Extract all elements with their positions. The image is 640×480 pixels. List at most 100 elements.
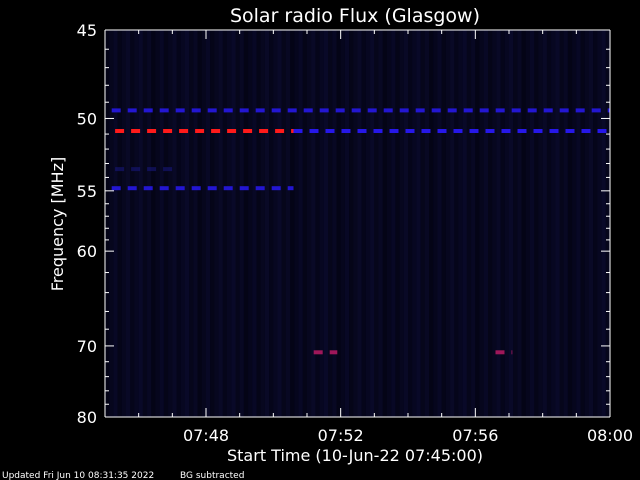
noise-column bbox=[210, 30, 215, 417]
band-segment bbox=[111, 108, 121, 113]
noise-column bbox=[572, 30, 577, 417]
noise-column bbox=[454, 30, 459, 417]
noise-column bbox=[475, 30, 480, 417]
noise-column bbox=[513, 30, 518, 417]
band-segment bbox=[581, 129, 591, 133]
band-segment bbox=[421, 129, 431, 133]
x-tick-label: 07:52 bbox=[318, 426, 364, 445]
band-segment bbox=[415, 108, 425, 113]
band-segment bbox=[319, 108, 329, 113]
noise-column bbox=[517, 30, 522, 417]
band-segment bbox=[559, 108, 569, 113]
band-segment bbox=[115, 129, 125, 133]
noise-column bbox=[319, 30, 324, 417]
noise-column bbox=[525, 30, 531, 417]
noise-column bbox=[483, 30, 489, 417]
noise-column bbox=[387, 30, 392, 417]
band-segment bbox=[211, 129, 221, 133]
noise-column bbox=[534, 30, 539, 417]
band-segment bbox=[325, 129, 335, 133]
noise-column bbox=[420, 30, 425, 417]
noise-column bbox=[429, 30, 434, 417]
noise-column bbox=[286, 30, 291, 417]
noise-column bbox=[382, 30, 388, 417]
band-segment bbox=[175, 108, 185, 113]
noise-column bbox=[424, 30, 430, 417]
band-segment bbox=[495, 350, 505, 355]
noise-column bbox=[391, 30, 396, 417]
noise-column bbox=[555, 30, 560, 417]
noise-column bbox=[403, 30, 409, 417]
band-segment bbox=[179, 129, 189, 133]
band-segment bbox=[335, 108, 345, 113]
footer-bg-subtracted: BG subtracted bbox=[180, 471, 244, 480]
noise-column bbox=[492, 30, 497, 417]
band-segment bbox=[131, 167, 141, 172]
band-segment bbox=[239, 186, 249, 191]
band-segment bbox=[147, 129, 157, 133]
noise-column bbox=[298, 30, 303, 417]
noise-column bbox=[256, 30, 261, 417]
band-segment bbox=[351, 108, 361, 113]
band-segment bbox=[207, 186, 217, 191]
band-segment bbox=[357, 129, 367, 133]
noise-column bbox=[399, 30, 404, 417]
noise-column bbox=[458, 30, 463, 417]
noise-column bbox=[462, 30, 467, 417]
noise-column bbox=[567, 30, 573, 417]
band-segment bbox=[223, 108, 233, 113]
noise-column bbox=[117, 30, 122, 417]
noise-column bbox=[479, 30, 484, 417]
band-segment bbox=[533, 129, 543, 133]
band-segment bbox=[527, 108, 537, 113]
noise-column bbox=[584, 30, 590, 417]
band-segment bbox=[607, 108, 610, 113]
noise-column bbox=[370, 30, 375, 417]
chart-title: Solar radio Flux (Glasgow) bbox=[230, 5, 480, 27]
noise-column bbox=[365, 30, 371, 417]
noise-column bbox=[264, 30, 270, 417]
band-segment bbox=[565, 129, 575, 133]
noise-column bbox=[193, 30, 198, 417]
noise-column bbox=[197, 30, 202, 417]
noise-column bbox=[433, 30, 438, 417]
x-axis-label: Start Time (10-Jun-22 07:45:00) bbox=[227, 446, 483, 465]
noise-column bbox=[580, 30, 585, 417]
band-segment bbox=[469, 129, 479, 133]
noise-column bbox=[357, 30, 362, 417]
band-segment bbox=[329, 350, 338, 355]
noise-column bbox=[214, 30, 219, 417]
noise-column bbox=[605, 30, 611, 417]
noise-column bbox=[445, 30, 451, 417]
noise-column bbox=[328, 30, 333, 417]
band-segment bbox=[597, 129, 607, 133]
noise-column bbox=[349, 30, 354, 417]
noise-column bbox=[412, 30, 417, 417]
band-segment bbox=[271, 108, 281, 113]
noise-column bbox=[248, 30, 253, 417]
noise-column bbox=[273, 30, 278, 417]
noise-column bbox=[155, 30, 160, 417]
noise-column bbox=[551, 30, 556, 417]
noise-column bbox=[252, 30, 257, 417]
band-segment bbox=[127, 186, 137, 191]
band-segment bbox=[309, 129, 319, 133]
band-segment bbox=[287, 108, 297, 113]
noise-column bbox=[172, 30, 177, 417]
noise-column bbox=[509, 30, 514, 417]
band-segment bbox=[131, 129, 141, 133]
noise-column bbox=[340, 30, 345, 417]
band-segment bbox=[383, 108, 393, 113]
x-tick-label: 07:56 bbox=[452, 426, 498, 445]
noise-column bbox=[294, 30, 299, 417]
noise-column bbox=[201, 30, 207, 417]
band-segment bbox=[291, 129, 294, 133]
noise-column bbox=[222, 30, 228, 417]
band-segment bbox=[227, 129, 237, 133]
noise-column bbox=[151, 30, 156, 417]
band-segment bbox=[255, 108, 265, 113]
noise-column bbox=[323, 30, 329, 417]
band-segment bbox=[207, 108, 217, 113]
noise-column bbox=[374, 30, 379, 417]
band-segment bbox=[575, 108, 585, 113]
